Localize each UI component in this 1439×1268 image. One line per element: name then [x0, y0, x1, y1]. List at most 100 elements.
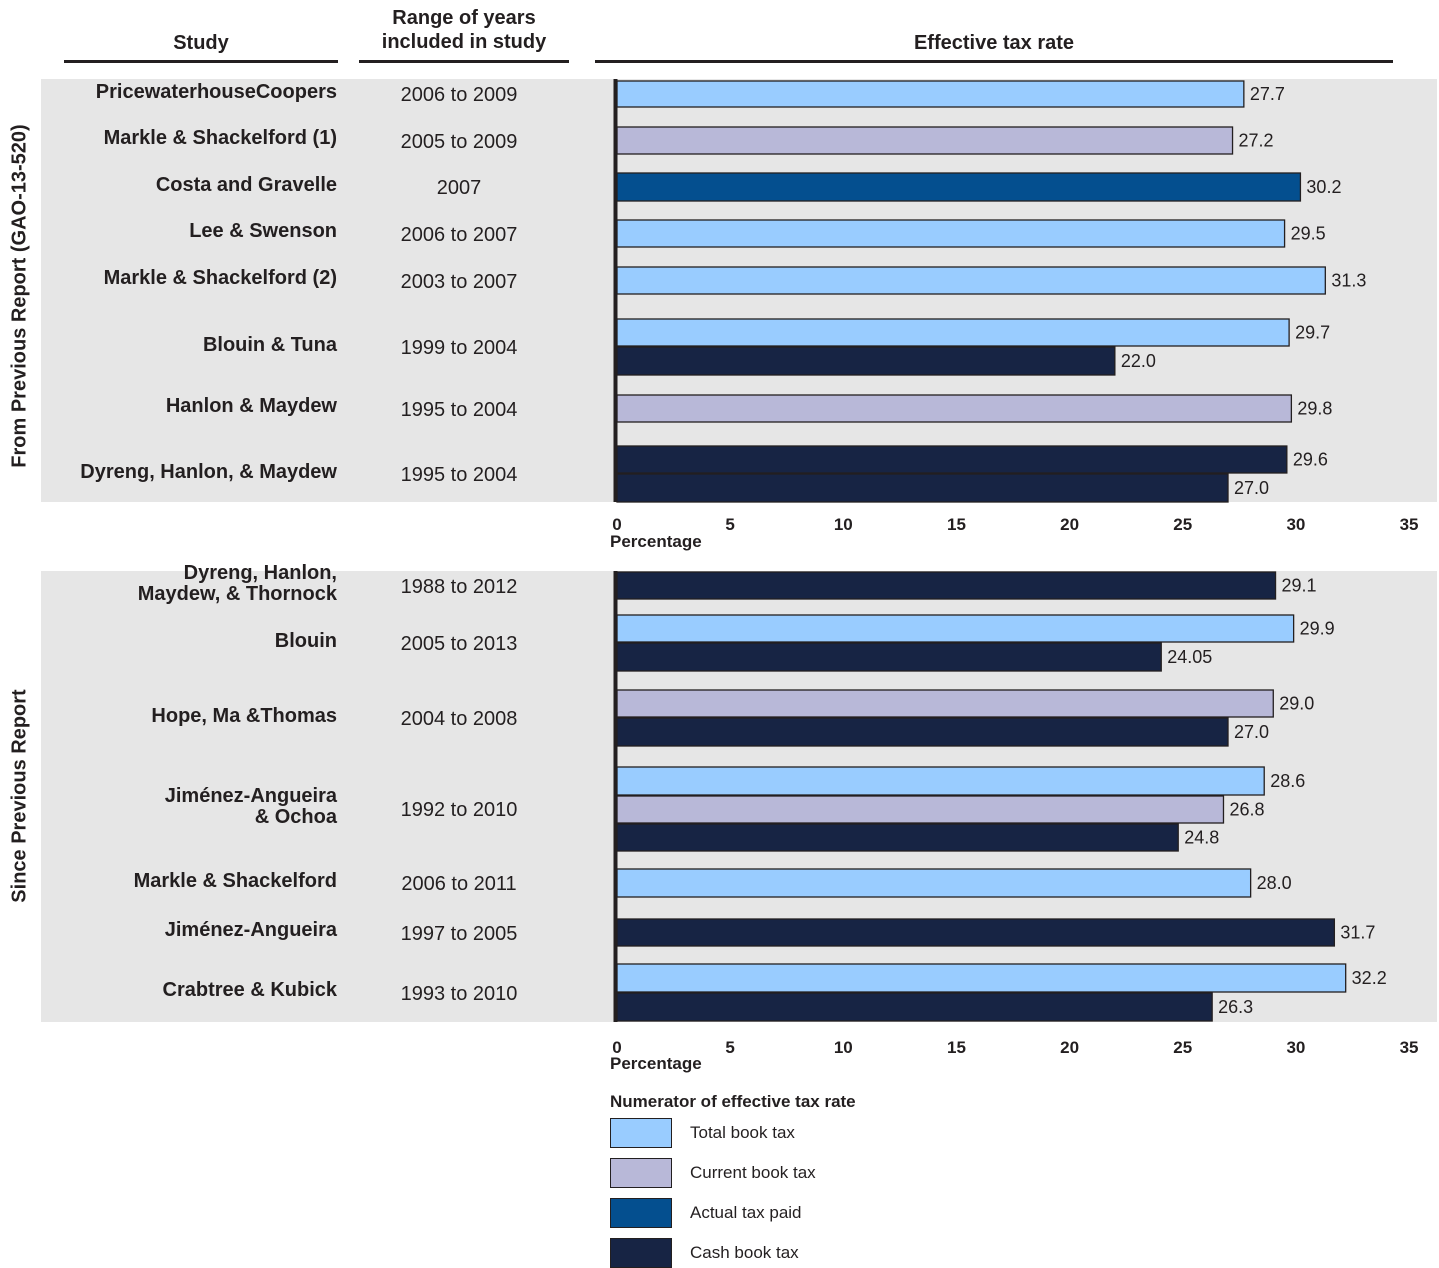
bar-total	[616, 266, 1326, 295]
data-label: 29.9	[1300, 619, 1335, 639]
x-tick-label: 30	[1286, 1038, 1305, 1057]
bar-current	[616, 394, 1293, 423]
legend-label-total: Total book tax	[690, 1123, 795, 1142]
study-years: 1995 to 2004	[400, 464, 518, 486]
study-years: 2007	[436, 177, 482, 199]
study-name: Jiménez-Angueira & Ochoa	[164, 785, 337, 828]
bar-cash	[616, 445, 1288, 474]
x-axis-title-1: Percentage	[610, 532, 702, 551]
header-rate-rule	[595, 60, 1393, 63]
study-name: Lee & Swenson	[189, 220, 337, 242]
bar-cash	[616, 346, 1116, 376]
x-tick-label: 5	[725, 1038, 734, 1057]
header-years: Range of years included in study	[359, 6, 569, 54]
study-years: 2003 to 2007	[400, 270, 518, 293]
x-tick-label: 0	[612, 1038, 621, 1057]
study-years: 1999 to 2004	[400, 337, 518, 359]
study-name: Blouin	[274, 629, 337, 652]
data-label: 32.2	[1352, 968, 1387, 988]
data-label: 27.0	[1234, 722, 1269, 742]
study-years: 1993 to 2010	[400, 982, 518, 1005]
x-tick-label: 10	[834, 1038, 853, 1057]
x-tick-label: 15	[947, 515, 966, 534]
x-axis-title-2: Percentage	[610, 1054, 702, 1073]
study-years: 2005 to 2009	[400, 130, 518, 153]
study-years: 1988 to 2012	[400, 575, 518, 598]
bar-cash	[616, 571, 1277, 600]
data-label: 31.7	[1340, 923, 1375, 943]
bar-total	[616, 614, 1295, 643]
study-name: Markle & Shackelford	[133, 869, 337, 892]
study-years: 1997 to 2005	[400, 922, 518, 945]
data-label: 27.2	[1239, 131, 1274, 151]
bar-total	[616, 80, 1245, 108]
data-label: 29.0	[1279, 694, 1314, 714]
header-study-rule	[64, 60, 338, 63]
study-name: Crabtree & Kubick	[162, 979, 338, 1001]
data-label: 28.0	[1257, 873, 1292, 893]
bar-current	[616, 689, 1274, 718]
legend-swatch-cash	[610, 1238, 672, 1268]
legend-label-actual: Actual tax paid	[690, 1203, 802, 1222]
data-label: 29.5	[1291, 224, 1326, 244]
bar-total	[616, 963, 1347, 993]
data-label: 22.0	[1121, 351, 1156, 371]
bar-current	[616, 795, 1225, 824]
bar-cash	[616, 642, 1162, 672]
data-label: 29.7	[1295, 323, 1330, 343]
bar-current	[616, 126, 1234, 155]
study-name: Hope, Ma &Thomas	[151, 704, 337, 727]
data-label: 24.8	[1184, 828, 1219, 848]
header-study: Study	[173, 32, 229, 54]
data-label: 30.2	[1306, 177, 1341, 197]
data-label: 29.1	[1282, 576, 1317, 596]
legend-swatch-current	[610, 1158, 672, 1188]
data-label: 27.0	[1234, 478, 1269, 498]
header-effective-tax-rate: Effective tax rate	[913, 32, 1075, 54]
data-label: 26.8	[1229, 800, 1264, 820]
study-years: 2006 to 2009	[400, 84, 518, 106]
x-tick-label: 20	[1060, 515, 1079, 534]
data-label: 31.3	[1331, 271, 1366, 291]
x-tick-label: 30	[1286, 515, 1305, 534]
bar-actual	[616, 172, 1302, 202]
study-name: Markle & Shackelford (2)	[103, 267, 337, 289]
study-name: Blouin & Tuna	[202, 333, 337, 356]
bar-total	[616, 766, 1265, 796]
bar-cash	[616, 992, 1213, 1022]
study-name: Hanlon & Maydew	[165, 395, 337, 417]
study-years: 2006 to 2007	[400, 223, 518, 246]
legend-swatch-actual	[610, 1198, 672, 1228]
bar-cash	[616, 717, 1229, 747]
study-name: Costa and Gravelle	[155, 173, 337, 196]
data-label: 29.8	[1297, 399, 1332, 419]
x-tick-label: 15	[947, 1038, 966, 1057]
x-tick-label: 25	[1173, 1038, 1192, 1057]
data-label: 28.6	[1270, 771, 1305, 791]
x-tick-label: 35	[1400, 515, 1419, 534]
legend-title: Numerator of effective tax rate	[610, 1092, 856, 1111]
x-tick-label: 25	[1173, 515, 1192, 534]
bar-cash	[616, 473, 1229, 503]
study-name: PricewaterhouseCoopers	[95, 80, 337, 103]
study-name: Dyreng, Hanlon, Maydew, & Thornock	[137, 561, 337, 605]
x-tick-label: 20	[1060, 1038, 1079, 1057]
header-years-rule	[359, 60, 569, 63]
study-years: 1992 to 2010	[400, 799, 518, 821]
study-years: 2005 to 2013	[400, 633, 518, 655]
study-name: Markle & Shackelford (1)	[103, 127, 337, 149]
study-name: Dyreng, Hanlon, & Maydew	[80, 460, 337, 483]
legend-label-cash: Cash book tax	[690, 1243, 799, 1262]
data-label: 24.05	[1167, 647, 1212, 667]
x-tick-label: 5	[725, 515, 734, 534]
x-tick-label: 0	[612, 515, 621, 534]
legend-swatch-total	[610, 1118, 672, 1148]
bar-cash	[616, 918, 1336, 947]
data-label: 27.7	[1250, 84, 1285, 104]
data-label: 29.6	[1293, 450, 1328, 470]
bar-cash	[616, 823, 1179, 852]
study-years: 2006 to 2011	[401, 873, 517, 895]
bar-total	[616, 318, 1290, 347]
study-years: 2004 to 2008	[400, 708, 518, 730]
